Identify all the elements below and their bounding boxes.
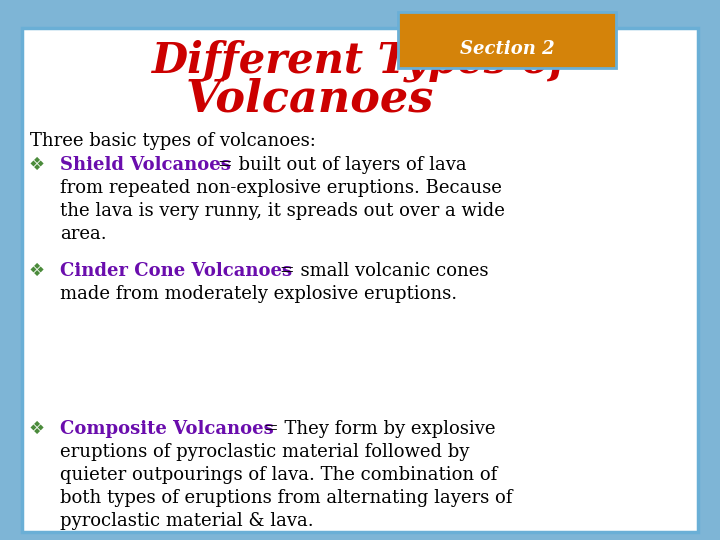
Text: made from moderately explosive eruptions.: made from moderately explosive eruptions…	[60, 285, 457, 303]
Text: Cinder Cone Volcanoes: Cinder Cone Volcanoes	[60, 262, 292, 280]
Text: = small volcanic cones: = small volcanic cones	[274, 262, 488, 280]
Text: both types of eruptions from alternating layers of: both types of eruptions from alternating…	[60, 489, 513, 507]
Text: the lava is very runny, it spreads out over a wide: the lava is very runny, it spreads out o…	[60, 202, 505, 220]
Text: ❖: ❖	[28, 420, 44, 438]
FancyBboxPatch shape	[22, 28, 698, 532]
Text: Section 2: Section 2	[459, 40, 554, 58]
Text: from repeated non-explosive eruptions. Because: from repeated non-explosive eruptions. B…	[60, 179, 502, 197]
Text: pyroclastic material & lava.: pyroclastic material & lava.	[60, 512, 314, 530]
FancyBboxPatch shape	[398, 12, 616, 68]
Text: Shield Volcanoes: Shield Volcanoes	[60, 156, 231, 174]
Text: Different Types of: Different Types of	[152, 40, 568, 83]
Text: ❖: ❖	[28, 262, 44, 280]
Text: = They form by explosive: = They form by explosive	[258, 420, 495, 438]
Text: ❖: ❖	[28, 156, 44, 174]
Text: quieter outpourings of lava. The combination of: quieter outpourings of lava. The combina…	[60, 466, 498, 484]
Text: Three basic types of volcanoes:: Three basic types of volcanoes:	[30, 132, 316, 150]
Text: area.: area.	[60, 225, 107, 243]
Text: eruptions of pyroclastic material followed by: eruptions of pyroclastic material follow…	[60, 443, 469, 461]
Text: Composite Volcanoes: Composite Volcanoes	[60, 420, 274, 438]
Text: Volcanoes: Volcanoes	[186, 78, 434, 121]
Text: = built out of layers of lava: = built out of layers of lava	[212, 156, 467, 174]
